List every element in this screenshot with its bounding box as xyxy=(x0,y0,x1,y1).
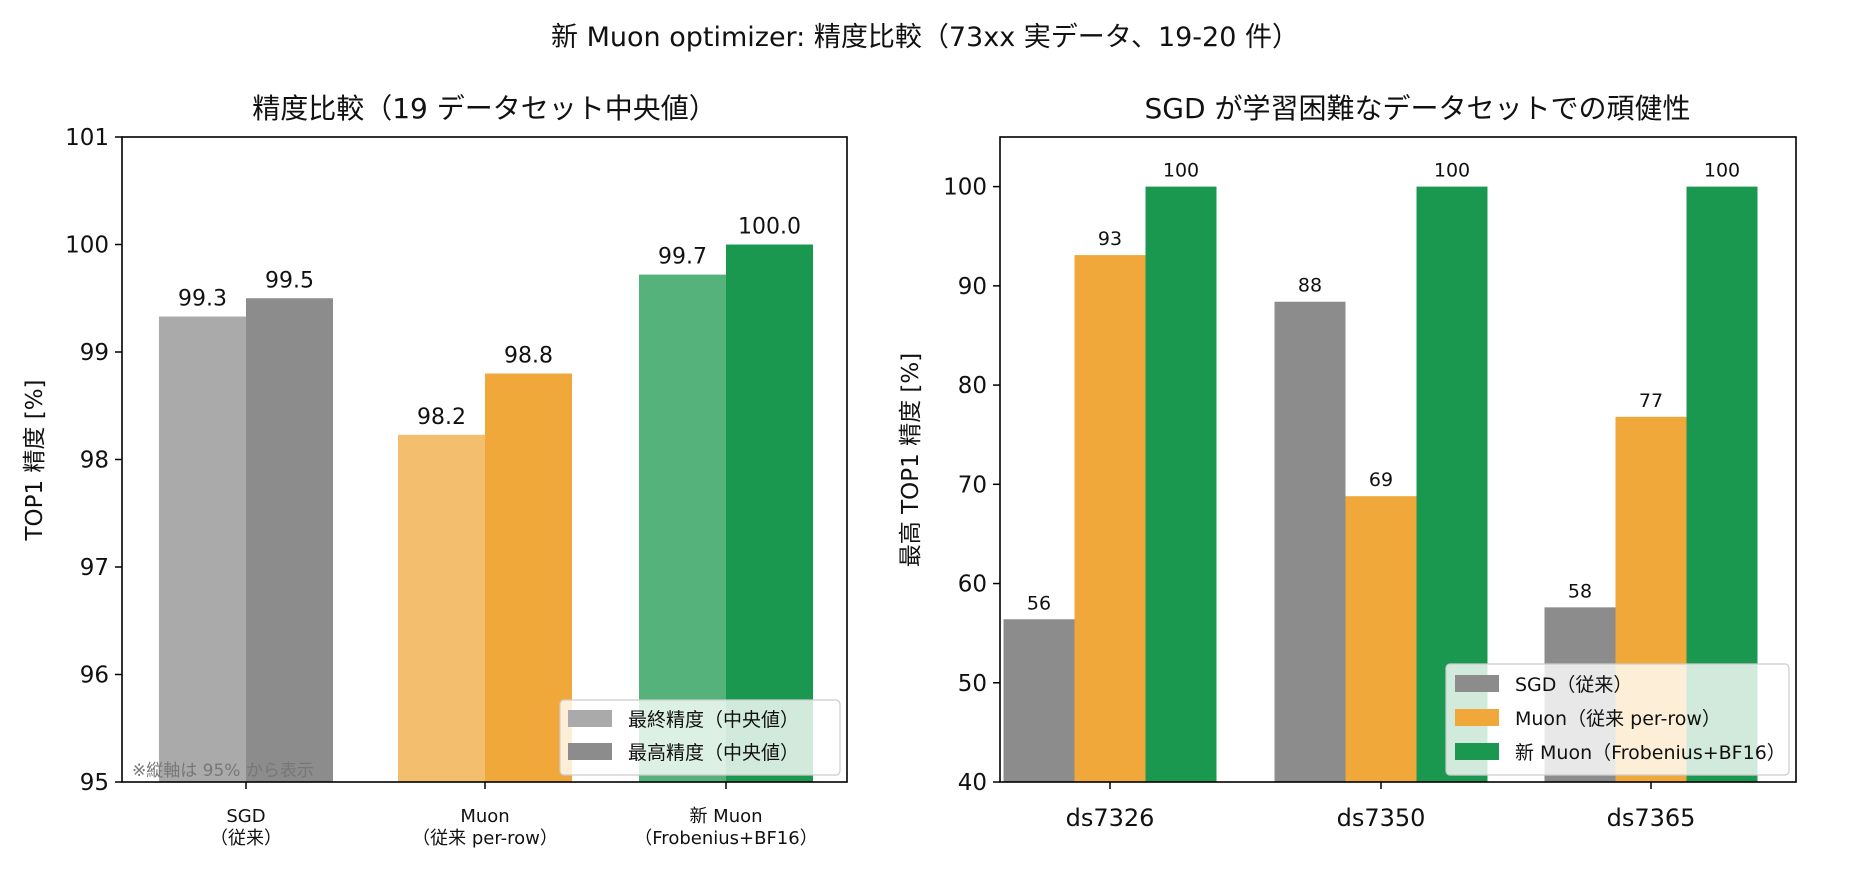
right-bar-value-label: 56 xyxy=(1027,592,1051,614)
left-y-tick-label: 96 xyxy=(80,663,109,689)
right-legend-label: 新 Muon（Frobenius+BF16） xyxy=(1515,742,1786,764)
left-axis-annotation: ※縦軸は 95% から表示 xyxy=(132,761,314,781)
right-y-tick-label: 60 xyxy=(958,572,987,598)
left-x-tick-label-line1: SGD xyxy=(226,806,265,827)
left-y-tick-label: 100 xyxy=(65,233,109,259)
right-bar-s0-c1 xyxy=(1274,301,1346,782)
right-bar-value-label: 100 xyxy=(1704,160,1740,182)
right-bar-s2-c0 xyxy=(1145,186,1217,783)
right-bar-value-label: 100 xyxy=(1163,160,1199,182)
right-x-axis: ds7326 ds7350 ds7365 xyxy=(1066,782,1696,832)
left-x-tick-label-line1: 新 Muon xyxy=(689,806,762,827)
left-bar-best-0 xyxy=(246,298,333,782)
right-bar-value-label: 69 xyxy=(1369,469,1393,491)
right-data-labels-group: 56 88 58 93 69 77 100 100 100 xyxy=(1027,160,1740,615)
left-y-axis-label: TOP1 精度 [%] xyxy=(22,379,48,541)
left-y-tick-label: 95 xyxy=(80,770,109,796)
right-legend-swatch xyxy=(1455,709,1499,726)
right-legend-label: Muon（従来 per-row） xyxy=(1515,708,1721,730)
left-bar-final-0 xyxy=(159,316,246,782)
right-y-tick-label: 50 xyxy=(958,671,987,697)
right-y-tick-label: 70 xyxy=(958,472,987,498)
right-legend-swatch xyxy=(1455,675,1499,692)
left-bar-value-label: 100.0 xyxy=(738,215,801,240)
right-bar-s0-c0 xyxy=(1003,619,1075,782)
left-bar-final-2 xyxy=(639,274,726,782)
left-x-axis: SGD（従来） Muon（従来 per-row） 新 Muon（Frobenius+… xyxy=(210,782,818,849)
left-data-labels-group: 99.3 98.2 99.7 99.5 98.8 100.0 xyxy=(178,215,801,430)
right-chart-panel: SGD が学習困難なデータセットでの頑健性 56 88 58 93 69 77 100 100… xyxy=(898,92,1797,832)
right-bar-value-label: 58 xyxy=(1568,580,1592,602)
right-legend-box xyxy=(1445,663,1790,776)
left-legend-swatch xyxy=(568,743,612,760)
right-bar-s1-c0 xyxy=(1074,255,1146,783)
right-bar-value-label: 77 xyxy=(1639,390,1663,412)
left-legend: 最終精度（中央値） 最高精度（中央値） xyxy=(559,699,841,776)
left-bars-group xyxy=(159,244,813,782)
left-legend-box xyxy=(559,699,841,776)
right-x-tick-label: ds7326 xyxy=(1066,804,1155,832)
right-legend: SGD（従来） Muon（従来 per-row） 新 Muon（Frobenius+… xyxy=(1445,663,1790,776)
right-chart-title: SGD が学習困難なデータセットでの頑健性 xyxy=(1145,92,1691,125)
right-y-axis-label: 最高 TOP1 精度 [%] xyxy=(898,353,924,567)
left-legend-label: 最高精度（中央値） xyxy=(628,742,799,764)
right-bar-value-label: 93 xyxy=(1098,228,1122,250)
right-y-tick-label: 100 xyxy=(943,175,987,201)
right-legend-label: SGD（従来） xyxy=(1515,674,1632,696)
left-x-tick-label-line2: （従来） xyxy=(210,828,282,849)
left-y-tick-label: 97 xyxy=(80,555,109,581)
left-bar-best-1 xyxy=(485,373,572,782)
left-legend-swatch xyxy=(568,710,612,727)
left-bar-final-1 xyxy=(398,434,485,782)
right-x-tick-label: ds7350 xyxy=(1337,804,1426,832)
left-chart-panel: 精度比較（19 データセット中央値） 99.3 98.2 99.7 99.5 98.8 1… xyxy=(22,92,848,849)
left-y-tick-label: 99 xyxy=(80,340,109,366)
left-bar-best-2 xyxy=(726,244,813,782)
left-bar-value-label: 98.8 xyxy=(504,344,553,369)
left-legend-label: 最終精度（中央値） xyxy=(628,709,799,731)
right-plot-frame xyxy=(999,136,1797,783)
left-y-tick-label: 98 xyxy=(80,448,109,474)
left-x-tick-label-line2: （Frobenius+BF16） xyxy=(634,828,817,849)
right-bar-s1-c1 xyxy=(1345,496,1417,782)
left-y-axis: 95 96 97 98 99 100 101 xyxy=(65,125,122,796)
left-x-tick-label-line2: （従来 per-row） xyxy=(412,828,558,849)
right-y-tick-label: 40 xyxy=(958,770,987,796)
left-bar-value-label: 99.3 xyxy=(178,287,227,312)
left-chart-title: 精度比較（19 データセット中央値） xyxy=(252,92,717,125)
right-y-tick-label: 80 xyxy=(958,373,987,399)
right-x-tick-label: ds7365 xyxy=(1607,804,1696,832)
left-bar-value-label: 98.2 xyxy=(417,405,466,430)
left-y-tick-label: 101 xyxy=(65,125,109,151)
right-legend-swatch xyxy=(1455,743,1499,760)
left-bar-value-label: 99.7 xyxy=(658,245,707,270)
right-y-axis: 40 50 60 70 80 90 100 xyxy=(943,175,1000,796)
figure-title: 新 Muon optimizer: 精度比較（73xx 実データ、19-20 件… xyxy=(551,22,1299,53)
right-bar-value-label: 88 xyxy=(1298,275,1322,297)
left-plot-frame xyxy=(121,136,848,783)
left-bar-value-label: 99.5 xyxy=(265,268,314,293)
right-bar-value-label: 100 xyxy=(1434,160,1470,182)
left-x-tick-label-line1: Muon xyxy=(460,806,509,827)
right-y-tick-label: 90 xyxy=(958,274,987,300)
